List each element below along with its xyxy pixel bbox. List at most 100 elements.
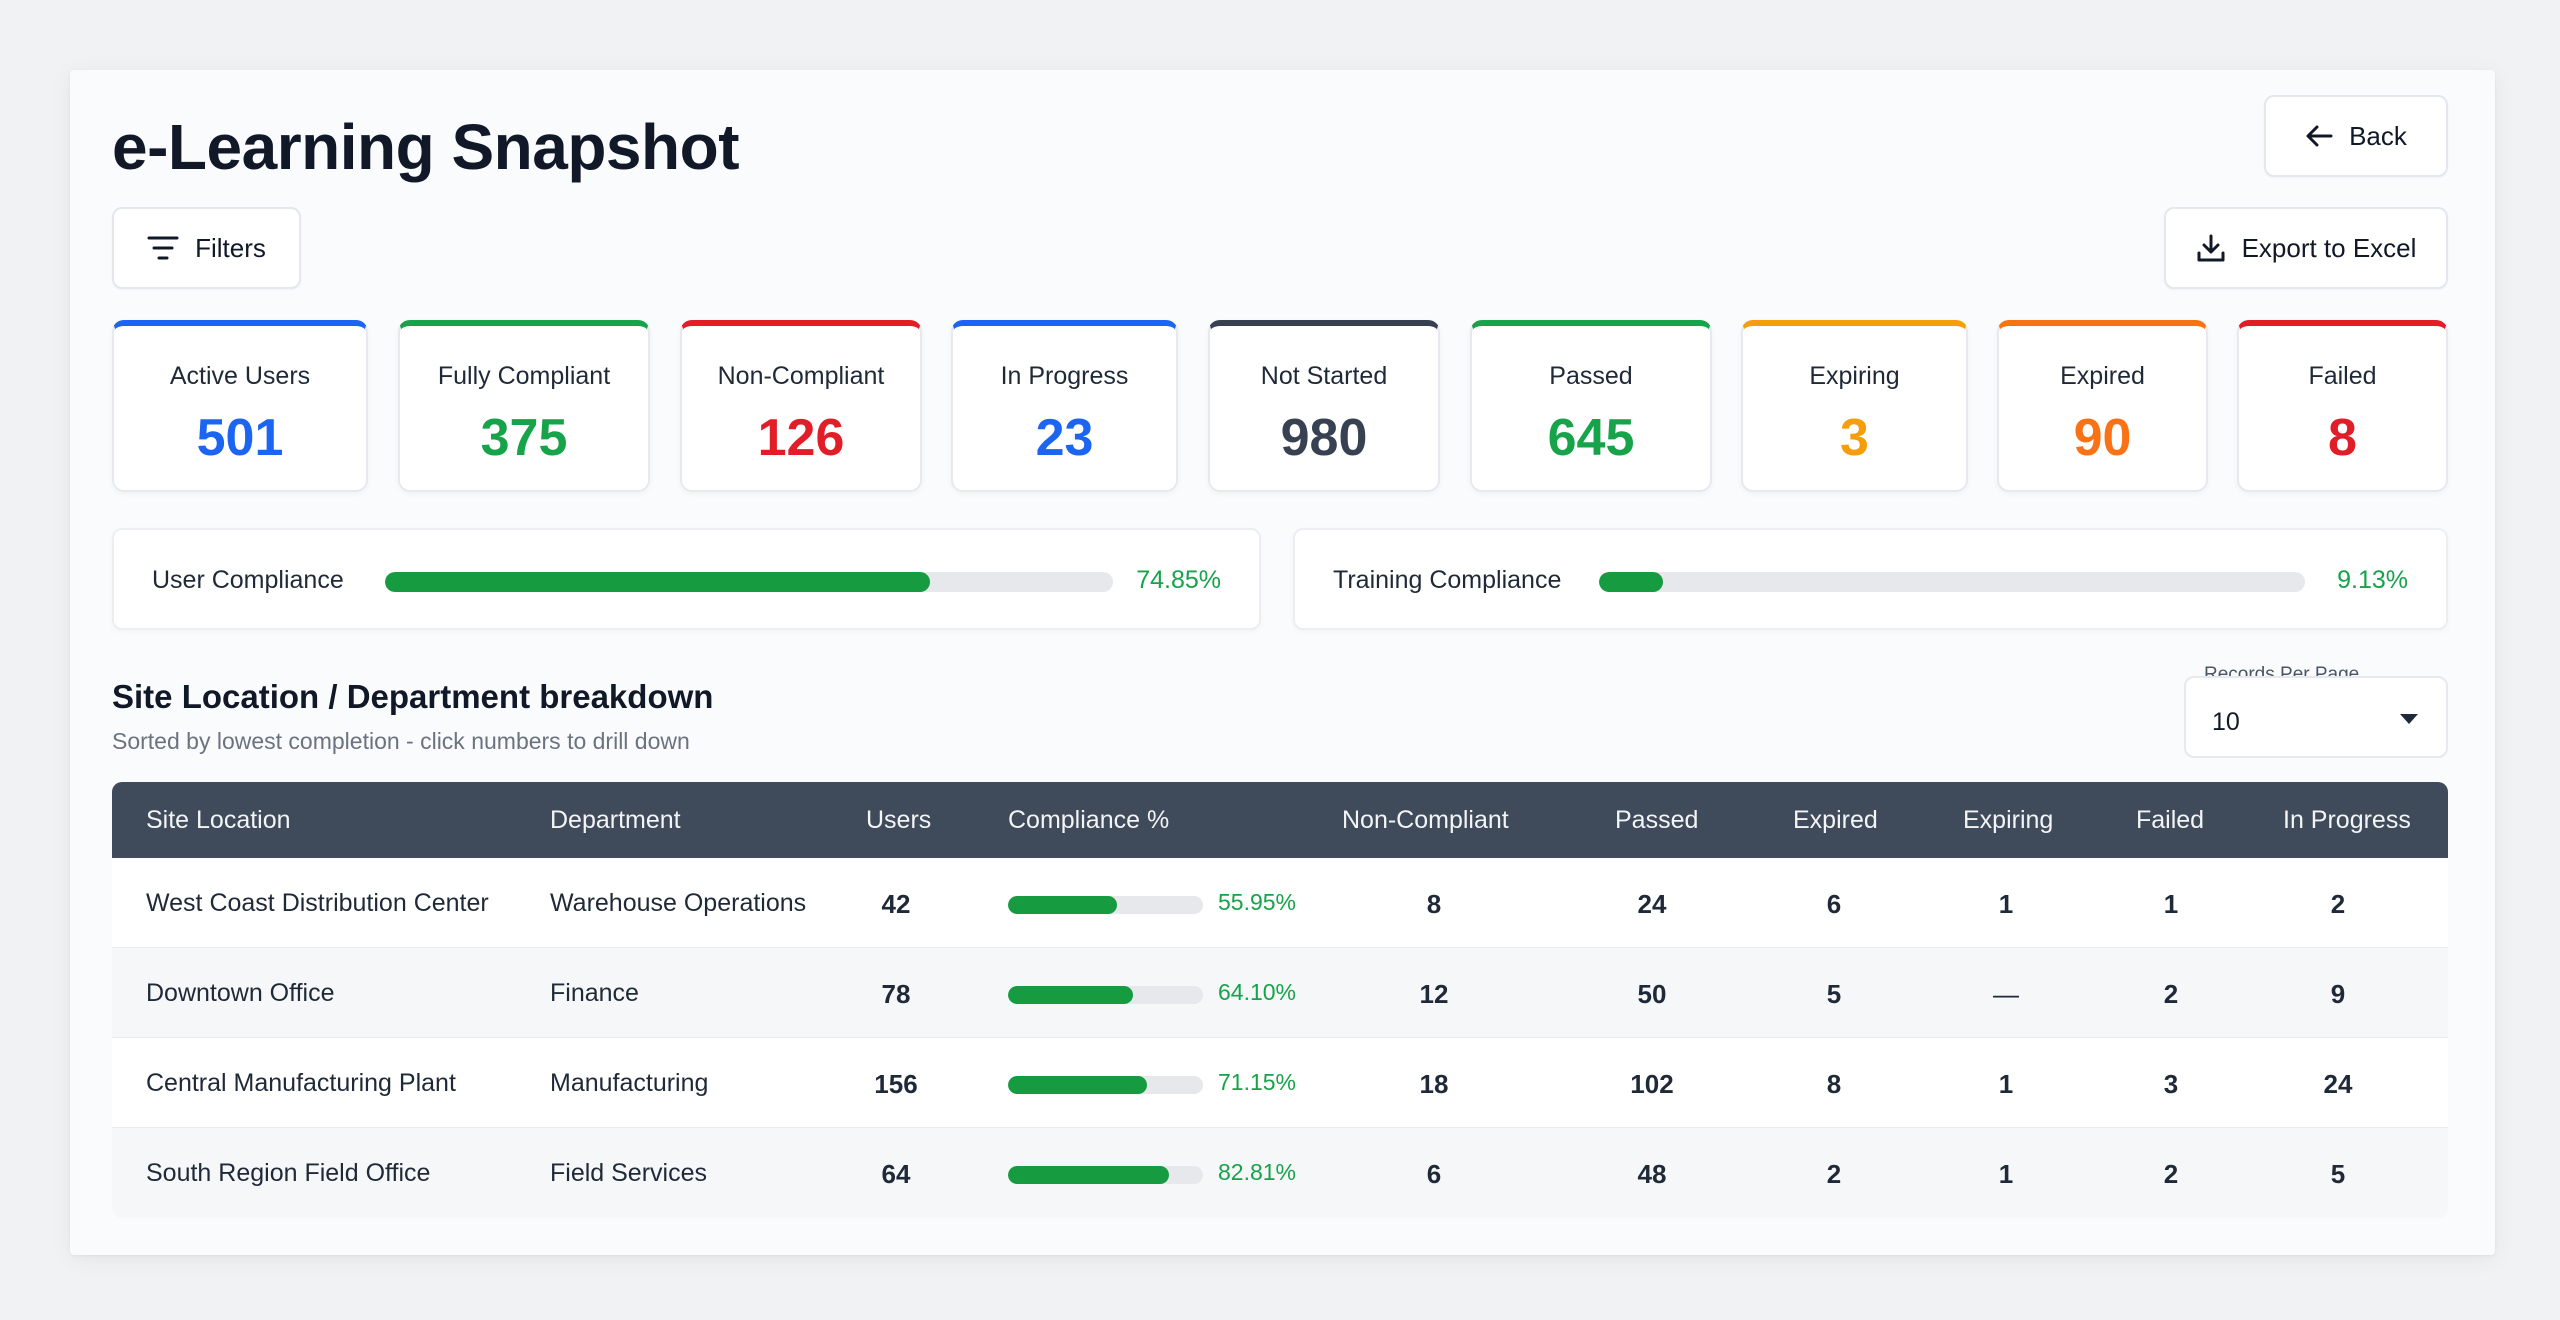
section-title: Site Location / Department breakdown [112,678,714,715]
cell-users[interactable]: 78 [881,979,911,1009]
col-non-compliant[interactable]: Non-Compliant [1342,806,1509,834]
stat-label: Active Users [169,362,311,390]
stat-card-non-compliant[interactable]: Non-Compliant 126 [680,320,922,492]
stat-card-in-progress[interactable]: In Progress 23 [951,320,1178,492]
export-to-excel-button[interactable]: Export to Excel [2164,207,2448,289]
cell-non-compliant[interactable]: 18 [1419,1069,1449,1099]
cell-non-compliant[interactable]: 8 [1426,889,1442,919]
cell-compliance-fill [1008,896,1118,914]
stat-card-failed[interactable]: Failed 8 [2237,320,2448,492]
col-department[interactable]: Department [550,806,681,834]
cell-in-progress[interactable]: 5 [2330,1159,2346,1189]
cell-compliance-bar [1008,986,1203,1004]
col-expiring[interactable]: Expiring [1963,806,2054,834]
user-compliance-bar [385,572,1113,592]
cell-in-progress[interactable]: 9 [2330,979,2346,1009]
training-compliance-label: Training Compliance [1333,566,1562,594]
cell-site: Central Manufacturing Plant [146,1069,456,1097]
cell-non-compliant[interactable]: 6 [1426,1159,1442,1189]
filter-icon [147,235,179,261]
cell-passed[interactable]: 50 [1637,979,1667,1009]
training-compliance-fill [1599,572,1664,592]
cell-failed[interactable]: 3 [2163,1069,2179,1099]
cell-passed[interactable]: 102 [1630,1069,1674,1099]
cell-expiring[interactable]: 1 [1998,889,2014,919]
cell-expired[interactable]: 2 [1826,1159,1842,1189]
cell-expired[interactable]: 5 [1826,979,1842,1009]
user-compliance-label: User Compliance [152,566,344,594]
col-passed[interactable]: Passed [1615,806,1699,834]
training-compliance-percent: 9.13% [2337,566,2408,594]
cell-passed[interactable]: 48 [1637,1159,1667,1189]
download-icon [2196,233,2226,263]
cell-expired[interactable]: 6 [1826,889,1842,919]
stat-value: 3 [1840,409,1869,467]
col-users[interactable]: Users [866,806,932,834]
cell-compliance-bar [1008,896,1203,914]
stat-card-passed[interactable]: Passed 645 [1470,320,1712,492]
cell-in-progress[interactable]: 24 [2323,1069,2353,1099]
cell-compliance-percent: 82.81% [1218,1159,1297,1185]
cell-compliance-bar [1008,1166,1203,1184]
col-failed[interactable]: Failed [2136,806,2205,834]
stat-label: Expiring [1809,362,1900,390]
cell-in-progress[interactable]: 2 [2330,889,2346,919]
section-subtitle: Sorted by lowest completion - click numb… [112,728,690,754]
stat-value: 980 [1280,409,1368,467]
stat-card-fully-compliant[interactable]: Fully Compliant 375 [398,320,650,492]
cell-compliance-bar [1008,1076,1203,1094]
stat-value: 23 [1035,409,1094,467]
cell-compliance-fill [1008,1166,1170,1184]
cell-department: Manufacturing [550,1069,709,1097]
cell-failed[interactable]: 1 [2163,889,2179,919]
col-site-location[interactable]: Site Location [146,806,291,834]
stat-label: Failed [2308,362,2377,390]
cell-site: South Region Field Office [146,1159,431,1187]
stat-label: Expired [2060,362,2145,390]
cell-department: Field Services [550,1159,707,1187]
cell-expired[interactable]: 8 [1826,1069,1842,1099]
cell-failed[interactable]: 2 [2163,979,2179,1009]
cell-users[interactable]: 42 [881,889,911,919]
user-compliance-card: User Compliance 74.85% [112,528,1261,630]
col-in-progress[interactable]: In Progress [2283,806,2411,834]
stat-value: 375 [480,409,568,467]
table-row: South Region Field Office Field Services… [112,1128,2448,1218]
cell-site: Downtown Office [146,979,335,1007]
filters-button[interactable]: Filters [112,207,301,289]
cell-department: Warehouse Operations [550,889,807,917]
training-compliance-bar [1599,572,2305,592]
stat-card-not-started[interactable]: Not Started 980 [1208,320,1440,492]
cell-expiring[interactable]: 1 [1998,1069,2014,1099]
cell-non-compliant[interactable]: 12 [1419,979,1449,1009]
stat-label: Fully Compliant [437,362,611,390]
col-expired[interactable]: Expired [1793,806,1878,834]
breakdown-table: Site Location Department Users Complianc… [112,782,2448,1218]
cell-compliance-fill [1008,986,1133,1004]
col-compliance[interactable]: Compliance % [1008,806,1170,834]
cell-users[interactable]: 156 [874,1069,918,1099]
user-compliance-fill [385,572,930,592]
filters-label: Filters [195,232,266,263]
cell-compliance-percent: 55.95% [1218,889,1297,915]
stat-card-expired[interactable]: Expired 90 [1997,320,2208,492]
cell-failed[interactable]: 2 [2163,1159,2179,1189]
records-per-page-select[interactable]: 10 [2184,676,2448,758]
stat-value: 90 [2073,409,2132,467]
stat-value: 501 [196,409,284,467]
records-per-page-value: 10 [2212,708,2240,736]
cell-expiring[interactable]: 1 [1998,1159,2014,1189]
stat-value: 8 [2328,409,2357,467]
table-row: West Coast Distribution Center Warehouse… [112,858,2448,948]
stat-label: In Progress [1000,362,1129,390]
cell-passed[interactable]: 24 [1637,889,1667,919]
stat-label: Not Started [1260,362,1388,390]
back-button[interactable]: Back [2264,95,2448,177]
page-title: e-Learning Snapshot [112,111,740,183]
table-row: Downtown Office Finance 78 64.10% 12 50 … [112,948,2448,1038]
training-compliance-card: Training Compliance 9.13% [1293,528,2448,630]
table-row: Central Manufacturing Plant Manufacturin… [112,1038,2448,1128]
cell-users[interactable]: 64 [881,1159,911,1189]
stat-card-active-users[interactable]: Active Users 501 [112,320,368,492]
stat-card-expiring[interactable]: Expiring 3 [1741,320,1968,492]
